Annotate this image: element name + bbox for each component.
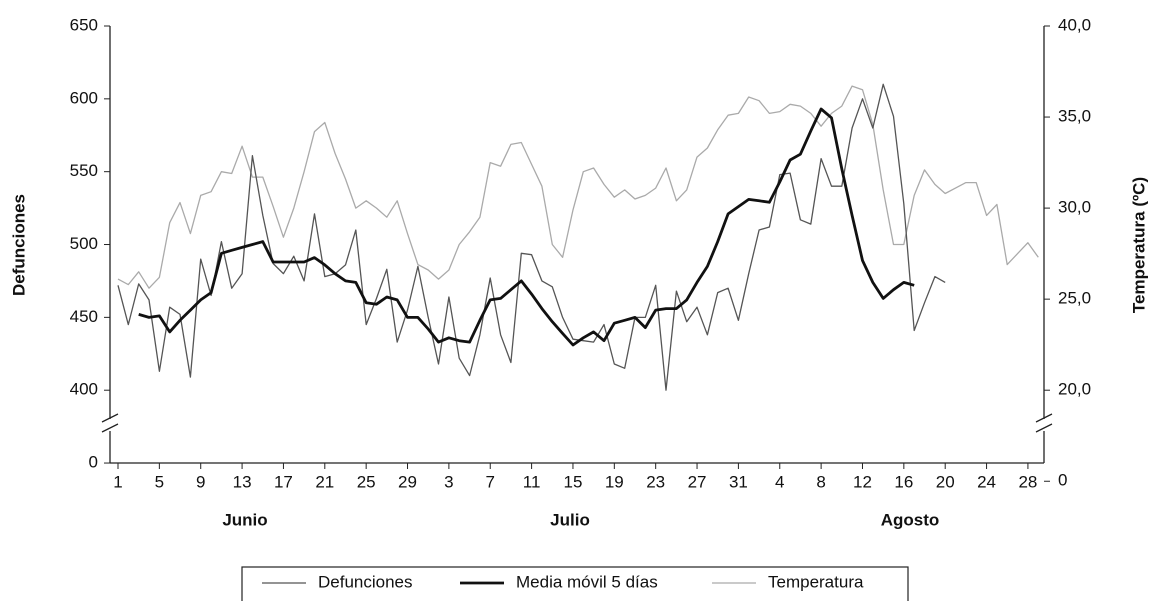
x-tick-label: 11 <box>523 472 541 491</box>
x-tick-label: 15 <box>563 472 582 491</box>
x-tick-label: 29 <box>398 472 417 491</box>
month-label: Junio <box>222 510 267 529</box>
month-label: Julio <box>550 510 590 529</box>
x-tick-label: 17 <box>274 472 293 491</box>
y2-tick-label: 35,0 <box>1058 107 1091 126</box>
y2-tick-label: 0 <box>1058 471 1067 490</box>
legend-label: Defunciones <box>318 572 413 591</box>
y-axis-label: Defunciones <box>9 194 28 296</box>
x-tick-label: 3 <box>444 472 453 491</box>
y2-tick-label: 30,0 <box>1058 198 1091 217</box>
x-tick-label: 23 <box>646 472 665 491</box>
x-tick-label: 24 <box>977 472 996 491</box>
legend-box <box>241 566 909 601</box>
x-tick-label: 13 <box>233 472 252 491</box>
series-line <box>117 85 1039 289</box>
y2-tick-label: 20,0 <box>1058 380 1091 399</box>
y2-tick-label: 25,0 <box>1058 289 1091 308</box>
y2-axis-label: Temperatura (ºC) <box>1129 177 1148 313</box>
x-tick-label: 19 <box>605 472 624 491</box>
x-tick-label: 27 <box>688 472 707 491</box>
axis-break <box>1035 413 1053 423</box>
y-tick-label: 650 <box>70 15 98 34</box>
y-tick-label: 400 <box>70 380 98 399</box>
axes <box>101 26 1053 464</box>
series-line <box>138 107 915 347</box>
x-tick-label: 20 <box>936 472 955 491</box>
y-tick-label: 600 <box>70 88 98 107</box>
x-tick-label: 8 <box>816 472 825 491</box>
axis-break <box>1035 423 1053 433</box>
axis-break <box>101 423 119 433</box>
series-line <box>117 83 946 391</box>
x-tick-label: 31 <box>729 472 748 491</box>
x-tick-label: 9 <box>196 472 205 491</box>
y-tick-label: 550 <box>70 161 98 180</box>
axis-break <box>101 413 119 423</box>
y-tick-label: 450 <box>70 307 98 326</box>
x-tick-label: 25 <box>357 472 376 491</box>
x-tick-label: 21 <box>315 472 334 491</box>
y2-tick-label: 40,0 <box>1058 15 1091 34</box>
x-tick-label: 4 <box>775 472 784 491</box>
x-tick-label: 16 <box>894 472 913 491</box>
x-tick-label: 28 <box>1018 472 1037 491</box>
legend-label: Temperatura <box>768 572 864 591</box>
x-tick-label: 12 <box>853 472 872 491</box>
legend-label: Media móvil 5 días <box>516 572 658 591</box>
x-tick-label: 1 <box>113 472 122 491</box>
x-tick-label: 5 <box>155 472 164 491</box>
x-tick-label: 7 <box>486 472 495 491</box>
month-label: Agosto <box>881 510 940 529</box>
y-tick-label: 0 <box>89 453 98 472</box>
y-tick-label: 500 <box>70 234 98 253</box>
